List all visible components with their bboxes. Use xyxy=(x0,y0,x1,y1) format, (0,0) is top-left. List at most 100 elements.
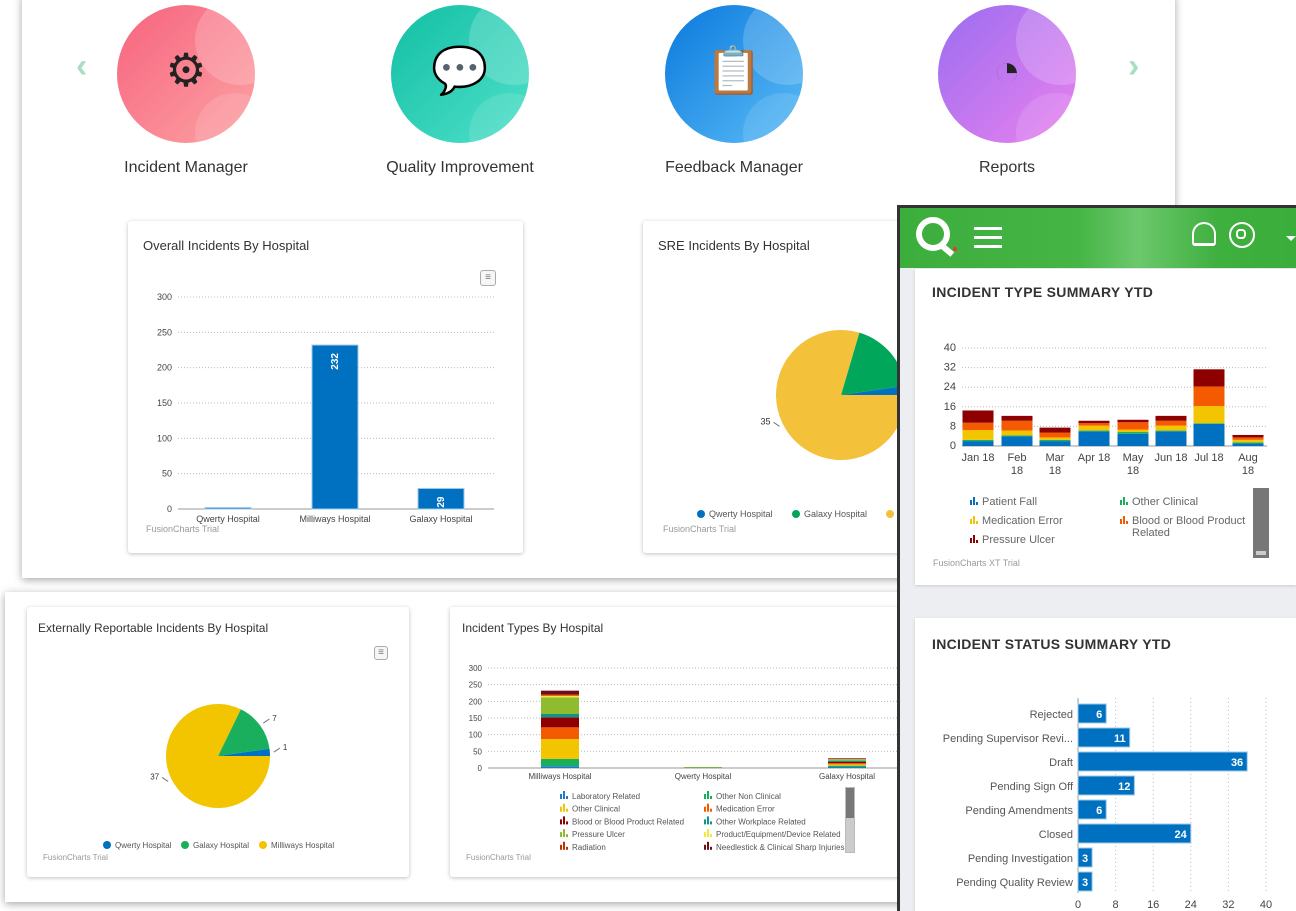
bar-segment xyxy=(1039,439,1071,442)
bar-segment xyxy=(828,759,866,761)
x-tick-label: 8 xyxy=(1113,899,1119,911)
x-tick-label: 16 xyxy=(1147,899,1159,911)
person-chat-icon: 💬 xyxy=(431,44,489,96)
pie-data-label: 1 xyxy=(283,743,288,752)
legend-label: Patient Fall xyxy=(982,496,1037,508)
legend-bar-icon xyxy=(707,803,709,812)
bar-segment xyxy=(1193,386,1225,407)
legend-label: Qwerty Hospital xyxy=(709,509,773,519)
incident-types-card: Incident Types By Hospital 0 50 100 150 200 2… xyxy=(450,607,920,877)
pie-slice xyxy=(166,704,270,808)
legend-pie-icon xyxy=(792,510,800,518)
bar-segment xyxy=(1078,423,1110,426)
carousel-prev-icon[interactable]: ‹ xyxy=(76,47,88,85)
x-tick-label: Milliways Hospital xyxy=(528,772,591,781)
globe-icon[interactable] xyxy=(1229,222,1255,248)
dropdown-caret-icon[interactable] xyxy=(1286,236,1296,246)
external-incidents-card: Externally Reportable Incidents By Hospi… xyxy=(27,607,409,877)
hamburger-icon[interactable] xyxy=(974,227,1002,248)
x-tick-label: 18 xyxy=(1127,465,1139,477)
pie-slice xyxy=(776,330,906,460)
x-tick-label: Qwerty Hospital xyxy=(196,514,260,524)
nav-item-reports[interactable]: ◔ Reports xyxy=(907,5,1107,177)
y-tick-label: 0 xyxy=(478,764,483,773)
app-logo[interactable] xyxy=(916,217,957,257)
pie-slice xyxy=(841,385,906,395)
legend-label: Laboratory Related xyxy=(572,792,640,801)
legend-bar-icon xyxy=(1120,500,1122,505)
bar-segment xyxy=(1001,415,1033,421)
bar-segment xyxy=(1039,437,1071,440)
mobile-app-panel: INCIDENT TYPE SUMMARY YTD 0 8 16 24 32 40 Jan … xyxy=(897,205,1296,911)
x-tick-label: 40 xyxy=(1260,899,1272,911)
nav-circle[interactable]: 💬 xyxy=(391,5,529,143)
legend-bar-icon xyxy=(704,819,706,825)
bar-segment xyxy=(1117,429,1149,433)
x-tick-label: 18 xyxy=(1011,465,1023,477)
nav-item-quality-improvement[interactable]: 💬 Quality Improvement xyxy=(360,5,560,177)
manager-gears-icon: ⚙ xyxy=(165,44,207,96)
x-tick-label: 0 xyxy=(1075,899,1081,911)
bar xyxy=(1077,775,1135,796)
legend-label: Milliways Hospital xyxy=(271,841,334,850)
bar-segment xyxy=(828,760,866,762)
chart-menu-button[interactable]: ≡ xyxy=(374,646,388,660)
bar-segment xyxy=(828,764,866,766)
bar-data-label: 29 xyxy=(436,496,447,508)
legend-bar-icon xyxy=(560,794,562,799)
card-title: Incident Types By Hospital xyxy=(462,621,604,635)
legend-bar-icon xyxy=(707,829,709,838)
legend-label: Medication Error xyxy=(716,805,775,814)
bar-segment xyxy=(541,766,579,768)
legend-bar-icon xyxy=(976,540,978,543)
nav-circle[interactable]: ⚙ xyxy=(117,5,255,143)
bar-segment xyxy=(1001,436,1033,446)
bar-segment xyxy=(1039,427,1071,433)
legend-bar-icon xyxy=(566,808,568,812)
bar-segment xyxy=(541,714,579,718)
x-tick-label: Galaxy Hospital xyxy=(819,772,875,781)
legend-pie-icon xyxy=(181,841,189,849)
bar-segment xyxy=(1155,420,1187,426)
bar-segment xyxy=(1039,432,1071,438)
bar-segment xyxy=(541,694,579,696)
bar-data-label: 232 xyxy=(330,353,341,370)
legend-bar-icon xyxy=(973,497,975,505)
y-tick-label: 24 xyxy=(944,381,956,393)
legend-label: Related xyxy=(1132,527,1170,539)
bell-icon[interactable] xyxy=(1192,222,1216,246)
bar-segment xyxy=(1078,420,1110,424)
x-tick-label: Mar xyxy=(1046,452,1065,464)
bar-segment xyxy=(684,767,722,768)
legend-bar-icon xyxy=(704,844,706,850)
bar xyxy=(1077,847,1093,868)
y-tick-label: 32 xyxy=(944,362,956,374)
legend-scrollbar[interactable] xyxy=(1253,488,1269,558)
legend-label: Galaxy Hospital xyxy=(804,509,867,519)
legend-scrollbar-thumb[interactable] xyxy=(846,788,854,818)
card-title: INCIDENT STATUS SUMMARY YTD xyxy=(932,636,1172,652)
bar-segment xyxy=(1078,431,1110,446)
nav-item-feedback-manager[interactable]: 📋 Feedback Manager xyxy=(634,5,834,177)
y-tick-label: 50 xyxy=(473,747,482,756)
legend-scrollbar[interactable] xyxy=(845,787,855,853)
watermark: FusionCharts Trial xyxy=(663,524,737,534)
legend-pie-icon xyxy=(103,841,111,849)
nav-circle[interactable]: 📋 xyxy=(665,5,803,143)
carousel-next-icon[interactable]: › xyxy=(1128,47,1140,85)
legend-bar-icon xyxy=(707,791,709,799)
pie-label-leader xyxy=(161,777,169,782)
y-tick-label: Pending Sign Off xyxy=(990,781,1074,793)
y-tick-label: 0 xyxy=(950,440,956,452)
bar-data-label: 11 xyxy=(1114,733,1126,745)
chart-menu-button[interactable]: ≡ xyxy=(480,270,496,286)
legend-bar-icon xyxy=(560,806,562,812)
legend-label: Pressure Ulcer xyxy=(982,534,1055,546)
bar xyxy=(204,507,252,510)
bar-segment xyxy=(962,410,994,423)
nav-item-incident-manager[interactable]: ⚙ Incident Manager xyxy=(86,5,286,177)
bar-data-label: 24 xyxy=(1175,829,1188,841)
nav-circle[interactable]: ◔ xyxy=(938,5,1076,143)
pie-slice xyxy=(218,748,270,756)
legend-bar-icon xyxy=(566,796,568,799)
